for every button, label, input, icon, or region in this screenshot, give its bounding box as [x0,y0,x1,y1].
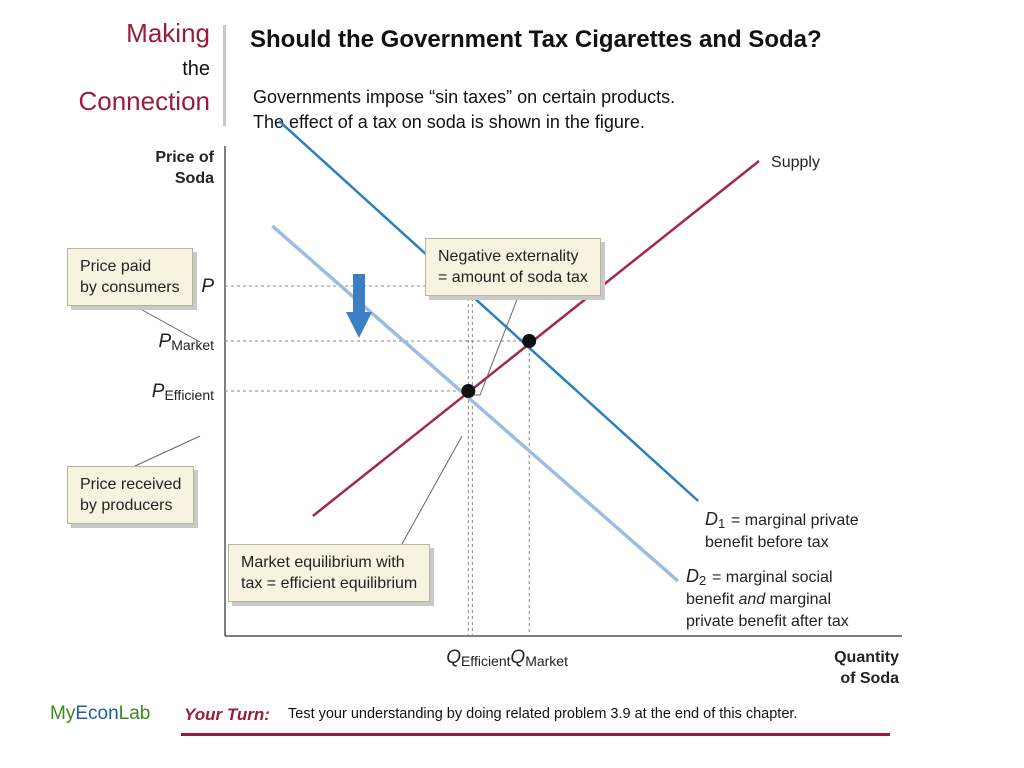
x-axis-title-line-1: Quantity [834,649,899,666]
shift-arrow-shaft [353,274,365,312]
y-tick-label-1: P [201,276,214,297]
myeconlab-logo: MyEconLab [50,703,150,725]
slide-title: Should the Government Tax Cigarettes and… [250,26,822,53]
x-axis-title-line-2: of Soda [840,670,899,687]
x-tick-label-2: QMarket [510,647,568,669]
price-received-callout: Price received by producers [67,466,195,524]
y-axis-title-line-2: Soda [175,170,214,187]
making-label: Making [126,18,210,48]
y-tick-label-2: PMarket [159,331,215,353]
equilibrium-line-1: Market equilibrium with [241,554,405,571]
equilibrium-line-2: tax = efficient equilibrium [241,575,418,592]
price-received-line-2: by producers [80,497,173,514]
intro-line-2: The effect of a tax on soda is shown in … [253,112,645,132]
series-supply [312,160,760,517]
connection-label: Connection [78,86,210,116]
externality-line-2: = amount of soda tax [438,269,588,286]
brand-my: My [50,703,76,724]
price-paid-line-2: by consumers [80,279,180,296]
brand-econ: Econ [75,703,119,724]
your-turn-label: Your Turn: [184,705,270,724]
x-tick-label-1: QEfficient [446,647,510,669]
the-label: the [182,58,210,80]
leader-price-received [134,435,201,467]
d2-label-line-3: private benefit after tax [686,613,849,630]
y-axis-title-line-1: Price of [155,149,214,166]
leader-externality [474,296,519,396]
d1-symbol: D1 [705,509,725,531]
intro-text: Governments impose “sin taxes” on certai… [253,85,675,135]
externality-line-1: Negative externality [438,248,579,265]
leader-equilibrium [401,435,463,545]
price-paid-callout: Price paid by consumers [67,248,193,306]
brand-lab: Lab [118,703,151,724]
d2-label-line-2: benefit and marginal [686,591,831,608]
header-divider [223,25,226,126]
d1-label-line-1: = marginal private [731,512,859,529]
equilibrium-point-efficient [461,384,476,398]
equilibrium-point-market [522,334,537,348]
your-turn-text: Test your understanding by doing related… [288,706,798,722]
footer-rule [181,733,890,736]
leader-price-paid [134,305,201,343]
price-paid-line-1: Price paid [80,258,152,275]
series-d1 [278,120,700,502]
price-received-line-1: Price received [80,476,182,493]
d2-label-line-1: = marginal social [712,569,833,586]
market-equilibrium-callout: Market equilibrium with tax = efficient … [228,544,431,602]
shift-arrow-icon [346,312,372,338]
supply-label: Supply [771,154,820,171]
y-tick-label-3: PEfficient [152,381,214,403]
negative-externality-callout: Negative externality = amount of soda ta… [425,238,601,296]
series-d2 [271,224,680,583]
d2-symbol: D2 [686,566,706,588]
d1-label-line-2: benefit before tax [705,534,829,551]
tax-chart: Price of Soda Quantity of Soda P PMarket PEffi… [134,120,902,687]
intro-line-1: Governments impose “sin taxes” on certai… [253,87,676,107]
